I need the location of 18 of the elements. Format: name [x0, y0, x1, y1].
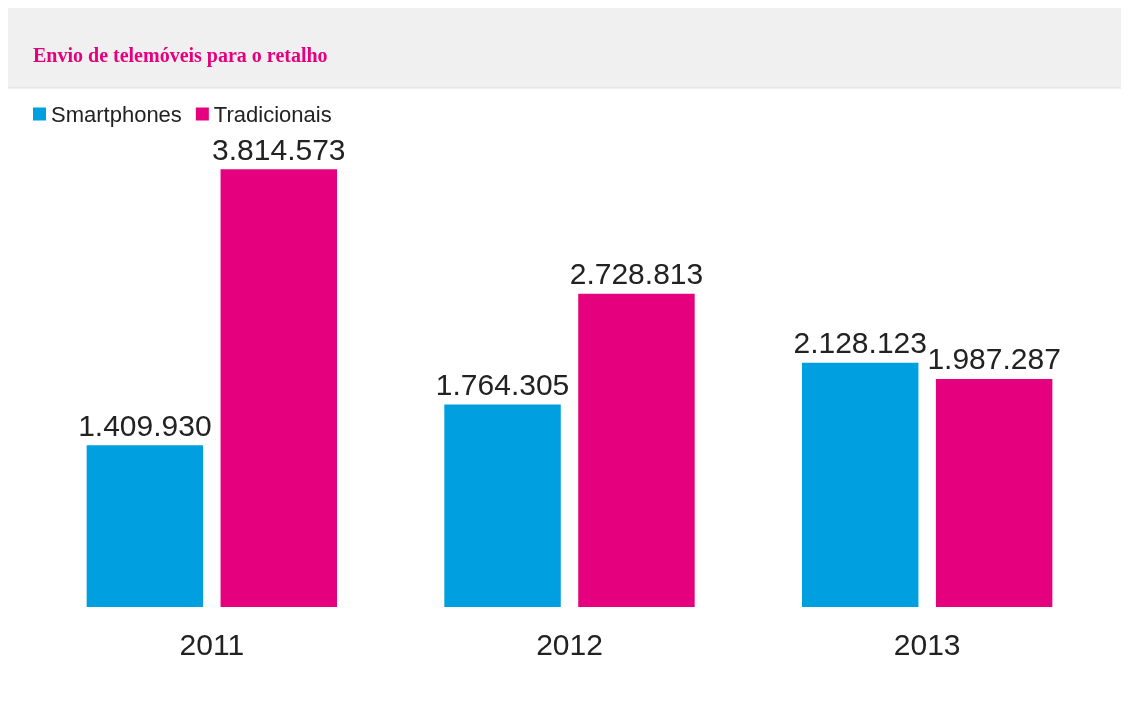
x-tick-label: 2012	[536, 627, 603, 661]
data-label: 1.764.305	[435, 368, 570, 402]
bar	[86, 445, 204, 607]
bar	[935, 378, 1053, 607]
legend-label: Smartphones	[51, 101, 182, 127]
data-label: 1.409.930	[78, 408, 212, 442]
data-label: 2.728.813	[569, 257, 704, 291]
bar	[220, 169, 338, 607]
data-label: 3.814.573	[212, 132, 346, 166]
x-tick-label: 2013	[893, 627, 961, 661]
data-label: 2.128.123	[793, 326, 927, 360]
x-tick-label: 2011	[179, 627, 245, 661]
bar	[801, 362, 919, 607]
data-label: 1.987.287	[927, 342, 1061, 376]
chart-title: Envio de telemóveis para o retalho	[33, 44, 328, 67]
bar	[578, 293, 695, 607]
bar	[444, 404, 561, 607]
legend-label: Tradicionais	[213, 101, 332, 127]
